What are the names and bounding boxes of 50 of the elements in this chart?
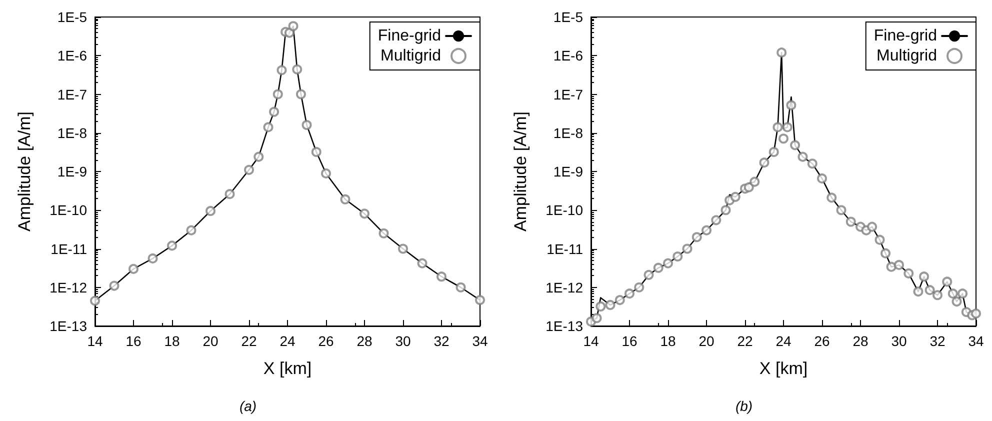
y-axis-title: Amplitude [A/m] <box>15 112 34 232</box>
x-tick-label: 26 <box>318 333 334 349</box>
y-tick-label: 1E-5 <box>553 9 584 25</box>
x-tick-label: 22 <box>241 333 257 349</box>
y-axis-title: Amplitude [A/m] <box>511 112 530 232</box>
x-tick-label: 32 <box>930 333 946 349</box>
y-tick-label: 1E-11 <box>546 240 584 257</box>
y-tick-label: 1E-12 <box>546 279 584 296</box>
y-tick-label: 1E-11 <box>50 240 88 257</box>
x-tick-label: 18 <box>660 333 676 349</box>
y-tick-label: 1E-8 <box>57 124 88 141</box>
y-tick-label: 1E-8 <box>553 124 584 141</box>
y-tick-label: 1E-9 <box>57 164 88 180</box>
y-tick-label: 1E-5 <box>57 9 88 25</box>
y-tick-label: 1E-13 <box>546 318 584 334</box>
x-tick-label: 30 <box>395 333 411 349</box>
x-tick-label: 26 <box>814 333 830 349</box>
y-tick-label: 1E-6 <box>57 48 88 64</box>
x-axis-title: X [km] <box>263 359 312 378</box>
x-tick-label: 32 <box>434 333 450 349</box>
x-tick-label: 14 <box>583 333 599 349</box>
x-tick-label: 30 <box>891 333 907 349</box>
y-tick-label: 1E-7 <box>553 86 584 102</box>
y-tick-label: 1E-10 <box>546 202 584 218</box>
text: (a) <box>239 398 257 414</box>
legend-label: Multigrid <box>876 48 937 64</box>
x-tick-label: 18 <box>164 333 180 349</box>
x-tick-label: 14 <box>87 333 103 349</box>
x-tick-label: 20 <box>202 333 218 349</box>
y-tick-label: 1E-10 <box>50 202 88 218</box>
y-tick-label: 1E-6 <box>553 48 584 64</box>
legend-label: Multigrid <box>380 48 441 64</box>
y-tick-label: 1E-12 <box>50 279 88 296</box>
x-tick-label: 16 <box>126 333 142 349</box>
x-tick-label: 20 <box>698 333 714 349</box>
x-tick-label: 22 <box>737 333 753 349</box>
y-tick-label: 1E-9 <box>553 164 584 180</box>
x-tick-label: 24 <box>776 333 792 349</box>
y-tick-label: 1E-7 <box>57 86 88 102</box>
legend-label: Fine-grid <box>378 28 441 44</box>
x-tick-label: 24 <box>280 333 296 349</box>
legend-label: Fine-grid <box>874 28 937 44</box>
x-tick-label: 28 <box>356 333 372 349</box>
y-tick-label: 1E-13 <box>50 318 88 334</box>
x-axis-title: X [km] <box>759 359 808 378</box>
x-tick-label: 16 <box>622 333 638 349</box>
text: (b) <box>735 398 753 414</box>
x-tick-label: 28 <box>852 333 868 349</box>
x-tick-label: 34 <box>968 333 984 349</box>
x-tick-label: 34 <box>472 333 488 349</box>
